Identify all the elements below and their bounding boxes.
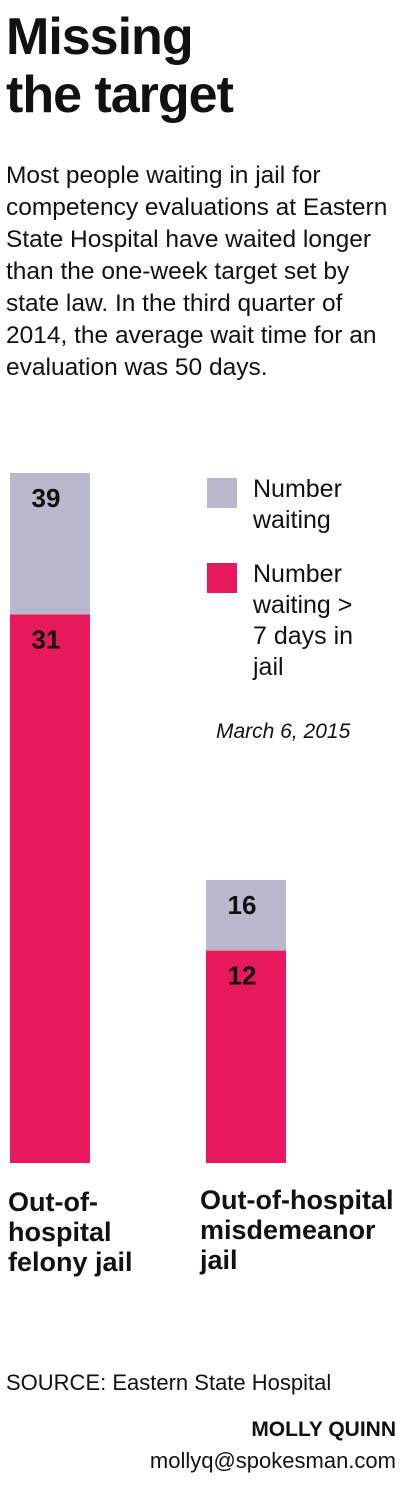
bar	[10, 614, 90, 1163]
value-label: 31	[32, 624, 61, 654]
source: SOURCE: Eastern State Hospital	[6, 1370, 332, 1395]
bar	[206, 950, 286, 1163]
value-label: 12	[228, 961, 257, 991]
x-tick-label: Out-of-hospital felony jail	[8, 1187, 133, 1277]
email: mollyq@spokesman.com	[149, 1448, 396, 1473]
x-tick-label: Out-of-hospital misdemeanor jail	[200, 1185, 394, 1275]
credit: MOLLY QUINN	[251, 1418, 396, 1441]
value-label: 16	[228, 890, 257, 920]
legend-label: Number waiting	[253, 475, 342, 534]
legend-label: Number waiting > 7 days in jail	[253, 560, 354, 681]
date-note: March 6, 2015	[216, 720, 351, 743]
chart-title: Missing the target	[6, 8, 234, 124]
legend-swatch	[207, 478, 237, 508]
chart-subtitle: Most people waiting in jail for competen…	[6, 162, 388, 381]
legend-swatch	[207, 563, 237, 593]
value-label: 39	[32, 483, 61, 513]
